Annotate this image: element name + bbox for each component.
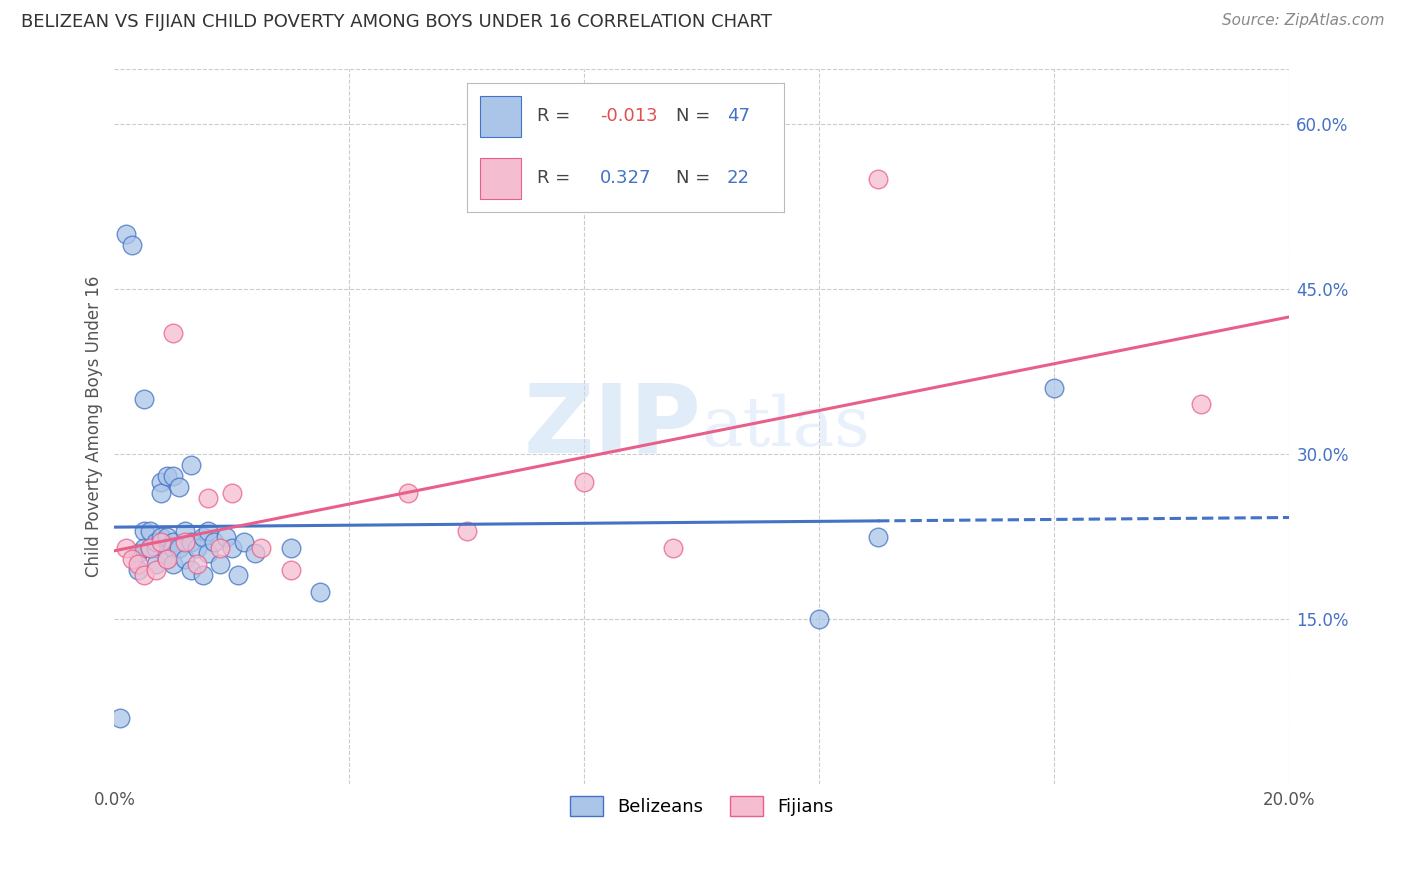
Text: BELIZEAN VS FIJIAN CHILD POVERTY AMONG BOYS UNDER 16 CORRELATION CHART: BELIZEAN VS FIJIAN CHILD POVERTY AMONG B… (21, 13, 772, 31)
Point (808, 612, 831, 626)
Point (574, 475, 596, 489)
Point (162, 557, 184, 571)
Point (209, 557, 232, 571)
Point (138, 541, 160, 555)
Point (145, 563, 167, 577)
Point (456, 524, 478, 538)
Point (156, 551, 179, 566)
Point (180, 535, 202, 549)
Point (145, 557, 167, 571)
Point (1043, 381, 1066, 395)
Legend: Belizeans, Fijians: Belizeans, Fijians (561, 787, 842, 825)
Point (138, 541, 160, 555)
Point (150, 530, 173, 544)
Text: Source: ZipAtlas.com: Source: ZipAtlas.com (1222, 13, 1385, 29)
Point (156, 469, 179, 483)
Point (661, 541, 683, 555)
Point (191, 530, 214, 544)
Point (132, 524, 155, 538)
Point (145, 535, 167, 549)
Point (174, 535, 197, 549)
Point (396, 485, 419, 500)
Point (145, 541, 167, 555)
Point (215, 530, 238, 544)
Point (197, 524, 219, 538)
Point (180, 563, 202, 577)
Point (162, 541, 184, 555)
Point (868, 530, 890, 544)
Text: ZIP: ZIP (524, 380, 702, 473)
Point (121, 237, 143, 252)
Point (209, 541, 232, 555)
Y-axis label: Child Poverty Among Boys Under 16: Child Poverty Among Boys Under 16 (86, 276, 103, 577)
Point (245, 546, 267, 560)
Point (1189, 397, 1212, 411)
Point (280, 563, 302, 577)
Point (280, 541, 302, 555)
Point (250, 541, 273, 555)
Point (221, 485, 243, 500)
Point (127, 557, 149, 571)
Point (150, 535, 173, 549)
Point (186, 541, 208, 555)
Point (162, 469, 184, 483)
Point (132, 568, 155, 582)
Point (162, 326, 184, 340)
Point (197, 491, 219, 505)
Point (197, 546, 219, 560)
Point (202, 535, 225, 549)
Point (127, 546, 149, 560)
Point (191, 568, 214, 582)
Point (150, 475, 173, 489)
Point (186, 557, 208, 571)
Point (127, 563, 149, 577)
Text: atlas: atlas (702, 393, 870, 459)
Point (150, 485, 173, 500)
Point (167, 480, 190, 494)
Point (156, 530, 179, 544)
Point (115, 541, 138, 555)
Point (180, 458, 202, 472)
Point (868, 171, 890, 186)
Point (167, 541, 190, 555)
Point (226, 568, 249, 582)
Point (132, 541, 155, 555)
Point (121, 551, 143, 566)
Point (174, 524, 197, 538)
Point (115, 227, 138, 241)
Point (132, 392, 155, 406)
Point (156, 551, 179, 566)
Point (232, 535, 254, 549)
Point (110, 711, 132, 725)
Point (162, 535, 184, 549)
Point (221, 541, 243, 555)
Point (309, 584, 332, 599)
Point (174, 551, 197, 566)
Point (138, 524, 160, 538)
